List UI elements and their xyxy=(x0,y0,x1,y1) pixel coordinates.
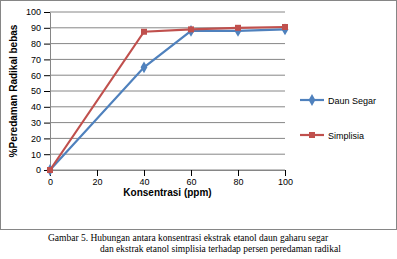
y-tick: 40 xyxy=(31,102,50,112)
tick-label: 50 xyxy=(31,86,41,96)
grid-line xyxy=(50,12,285,13)
y-tick: 30 xyxy=(31,118,50,128)
tick-label: 80 xyxy=(233,177,243,187)
tick-label: 90 xyxy=(31,23,41,33)
y-tick: 70 xyxy=(31,55,50,65)
x-axis-title: Konsentrasi (ppm) xyxy=(123,187,211,198)
caption: Gambar 5. Hubungan antara konsentrasi ek… xyxy=(48,233,329,243)
y-tick: 50 xyxy=(31,86,50,96)
tick-mark xyxy=(238,170,239,176)
tick-label: 0 xyxy=(36,165,41,175)
y-tick: 20 xyxy=(31,134,50,144)
tick-label: 20 xyxy=(92,177,102,187)
y-axis: 0 10 20 30 40 50 60 70 80 90 100 xyxy=(26,7,51,175)
plot-area xyxy=(47,23,289,175)
tick-mark xyxy=(44,59,50,60)
tick-mark xyxy=(191,170,192,176)
legend-label: Simplisia xyxy=(328,131,364,141)
tick-mark xyxy=(44,44,50,45)
tick-label: 0 xyxy=(48,177,53,187)
series-line xyxy=(50,29,285,170)
x-tick: 80 xyxy=(233,170,243,187)
marker xyxy=(141,61,148,73)
x-tick: 40 xyxy=(139,170,149,187)
grid xyxy=(50,12,285,170)
marker xyxy=(282,23,289,35)
tick-label: 100 xyxy=(26,7,41,17)
tick-label: 40 xyxy=(139,177,149,187)
x-tick: 60 xyxy=(186,170,196,187)
marker xyxy=(188,25,195,37)
tick-mark xyxy=(44,138,50,139)
grid-line xyxy=(50,154,285,155)
tick-mark xyxy=(144,170,145,176)
axis-line xyxy=(50,13,51,171)
tick-label: 40 xyxy=(31,102,41,112)
y-tick: 80 xyxy=(31,39,50,49)
tick-mark xyxy=(44,75,50,76)
marker xyxy=(235,25,242,37)
caption: dan ekstrak etanol simplisia terhadap pe… xyxy=(100,244,341,254)
y-tick: 60 xyxy=(31,71,50,81)
tick-mark xyxy=(44,12,50,13)
tick-label: 10 xyxy=(31,150,41,160)
legend-marker xyxy=(309,132,315,138)
tick-mark xyxy=(44,123,50,124)
grid-line xyxy=(50,43,285,44)
series-line xyxy=(50,27,285,170)
tick-mark xyxy=(97,170,98,176)
marker xyxy=(47,167,53,173)
x-tick: 100 xyxy=(278,170,293,187)
legend-label: Daun Segar xyxy=(328,96,376,106)
marker xyxy=(188,26,194,32)
tick-mark xyxy=(285,170,286,176)
x-axis: 0 20 40 60 80 100 xyxy=(48,170,293,187)
grid-line xyxy=(50,75,285,76)
tick-mark xyxy=(44,91,50,92)
y-tick: 100 xyxy=(26,7,50,17)
chart-frame xyxy=(1,1,397,230)
x-tick: 20 xyxy=(92,170,102,187)
tick-mark xyxy=(44,107,50,108)
grid-line xyxy=(50,122,285,123)
y-axis-title: %Peredaman Radikal bebas xyxy=(8,24,19,157)
grid-line xyxy=(50,106,285,107)
y-tick: 10 xyxy=(31,150,50,160)
tick-mark xyxy=(44,154,50,155)
legend-marker xyxy=(309,94,316,106)
grid-line xyxy=(50,138,285,139)
tick-label: 30 xyxy=(31,118,41,128)
marker xyxy=(235,25,241,31)
tick-label: 70 xyxy=(31,55,41,65)
legend: Daun Segar Simplisia xyxy=(300,94,376,140)
tick-label: 80 xyxy=(31,39,41,49)
grid-line xyxy=(50,59,285,60)
y-tick: 90 xyxy=(31,23,50,33)
grid-line xyxy=(50,170,285,171)
marker xyxy=(282,24,288,30)
axis-line xyxy=(51,170,286,171)
tick-label: 60 xyxy=(186,177,196,187)
grid-line xyxy=(50,91,285,92)
tick-label: 60 xyxy=(31,71,41,81)
marker xyxy=(141,29,147,35)
tick-label: 20 xyxy=(31,134,41,144)
tick-mark xyxy=(44,28,50,29)
tick-label: 100 xyxy=(278,177,293,187)
